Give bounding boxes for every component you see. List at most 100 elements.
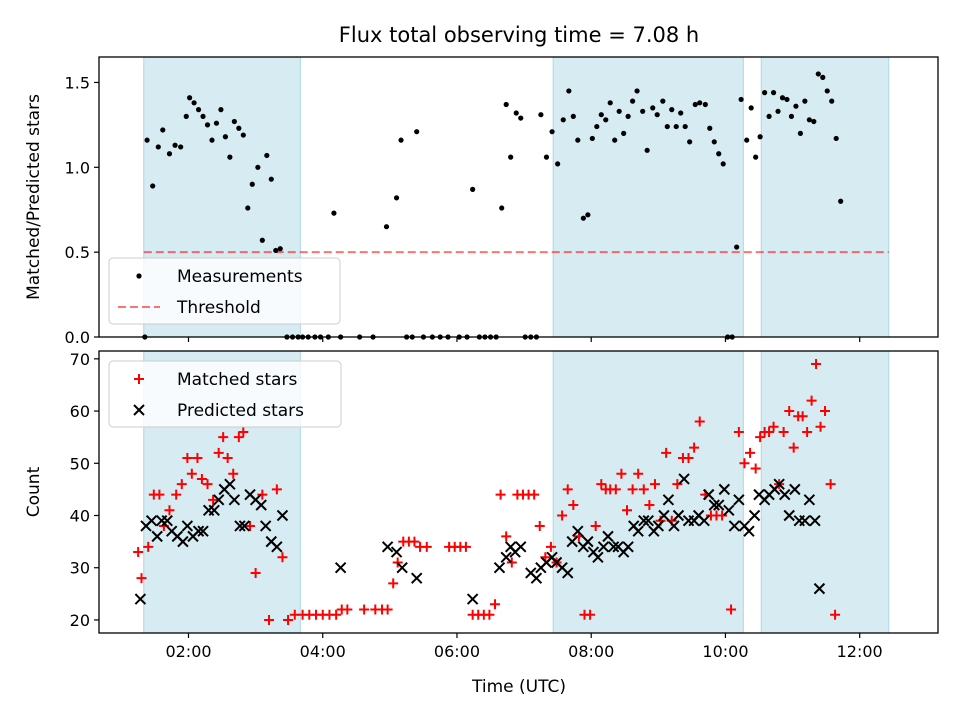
predicted-stars-point	[803, 494, 816, 506]
matched-stars-point	[820, 406, 831, 417]
measurement-point	[612, 137, 618, 143]
chart-title: Flux total observing time = 7.08 h	[339, 23, 699, 47]
observing-window-band	[552, 56, 744, 338]
predicted-stars-point	[276, 509, 289, 522]
matched-stars-point	[633, 468, 644, 479]
predicted-stars-point	[723, 504, 735, 516]
measurement-point	[566, 88, 572, 94]
measurement-point	[598, 112, 604, 118]
measurement-point	[240, 132, 246, 138]
measurement-point	[744, 137, 750, 143]
legend-label: Threshold	[176, 298, 261, 318]
y-tick-label: 50	[70, 454, 90, 473]
measurement-point	[160, 127, 166, 133]
measurement-point	[644, 147, 650, 153]
measurement-point	[824, 88, 830, 94]
measurement-point	[682, 123, 688, 130]
measurement-point	[806, 117, 812, 123]
matched-stars-point	[689, 442, 700, 453]
matched-stars-point	[164, 505, 175, 516]
x-tick-label: 10:00	[702, 642, 748, 661]
legend-measurement-marker	[136, 273, 142, 279]
measurement-point	[811, 118, 817, 125]
measurement-point	[829, 98, 835, 104]
matched-stars-point	[213, 447, 224, 458]
measurement-point	[218, 107, 224, 113]
matched-stars-point	[788, 442, 799, 453]
predicted-stars-point	[592, 551, 604, 563]
legend-label: Predicted stars	[177, 401, 304, 421]
matched-stars-point	[797, 411, 808, 422]
matched-stars-point	[154, 489, 165, 500]
measurement-point	[797, 130, 804, 136]
predicted-stars-point	[396, 562, 408, 574]
measurement-point	[678, 110, 684, 116]
legend-predicted-marker	[133, 404, 145, 416]
predicted-stars-point	[708, 499, 720, 511]
measurement-point	[538, 112, 544, 118]
matched-stars-point	[331, 609, 342, 620]
observing-window-band	[760, 350, 890, 634]
measurement-point	[155, 144, 161, 150]
predicted-stars-point	[662, 494, 675, 506]
matched-stars-point	[733, 426, 744, 437]
matched-stars-point	[649, 479, 660, 490]
matched-stars-point	[739, 458, 750, 469]
measurement-point	[734, 244, 740, 250]
predicted-stars-point	[192, 525, 205, 537]
x-tick-label: 06:00	[434, 642, 480, 661]
matched-stars-point	[250, 567, 261, 578]
matched-stars-point	[222, 453, 233, 464]
matched-stars-point	[784, 406, 795, 417]
measurement-point	[692, 101, 698, 108]
measurement-point	[775, 108, 781, 114]
predicted-stars-point	[702, 488, 715, 501]
measurement-point	[178, 144, 184, 150]
measurement-point	[664, 123, 670, 130]
predicted-stars-point	[718, 483, 731, 496]
measurement-point	[630, 98, 636, 104]
matched-stars-point	[501, 531, 512, 542]
measurement-point	[227, 154, 233, 160]
matched-stars-point	[622, 505, 633, 516]
matched-stars-point	[529, 489, 540, 500]
x-tick-label: 02:00	[165, 642, 211, 661]
predicted-stars-point	[668, 520, 680, 532]
predicted-stars-point	[181, 520, 194, 532]
matched-stars-point	[271, 484, 282, 495]
plot-frame	[98, 56, 939, 338]
measurement-point	[499, 205, 505, 211]
measurement-point	[766, 113, 772, 119]
matched-stars-point	[506, 557, 517, 568]
predicted-stars-point	[212, 494, 225, 506]
predicted-stars-point	[410, 572, 423, 584]
matched-stars-point	[171, 489, 182, 500]
measurement-point	[580, 215, 586, 221]
measurement-point	[589, 135, 595, 142]
matched-stars-point	[694, 416, 705, 427]
predicted-stars-point	[466, 593, 479, 605]
measurement-point	[650, 105, 656, 111]
measurement-point	[331, 210, 337, 216]
matched-stars-point	[644, 500, 655, 511]
predicted-stars-point	[177, 535, 189, 548]
measurement-point	[470, 186, 476, 192]
predicted-stars-point	[773, 478, 785, 490]
predicted-stars-point	[500, 551, 512, 563]
matched-stars-point	[196, 473, 207, 484]
predicted-stars-point	[607, 541, 620, 553]
measurement-point	[398, 137, 404, 143]
matched-stars-point	[490, 599, 501, 610]
measurement-point	[833, 135, 839, 142]
matched-stars-point	[283, 614, 294, 625]
measurement-point	[793, 103, 799, 109]
measurement-point	[838, 198, 844, 204]
measurement-point	[508, 154, 514, 160]
matched-stars-point	[764, 426, 775, 437]
measurement-point	[277, 246, 283, 252]
predicted-stars-point	[566, 535, 578, 548]
x-tick-label: 08:00	[568, 642, 614, 661]
matched-stars-point	[182, 453, 193, 464]
measurement-point	[383, 224, 390, 230]
measurement-point	[697, 100, 703, 106]
